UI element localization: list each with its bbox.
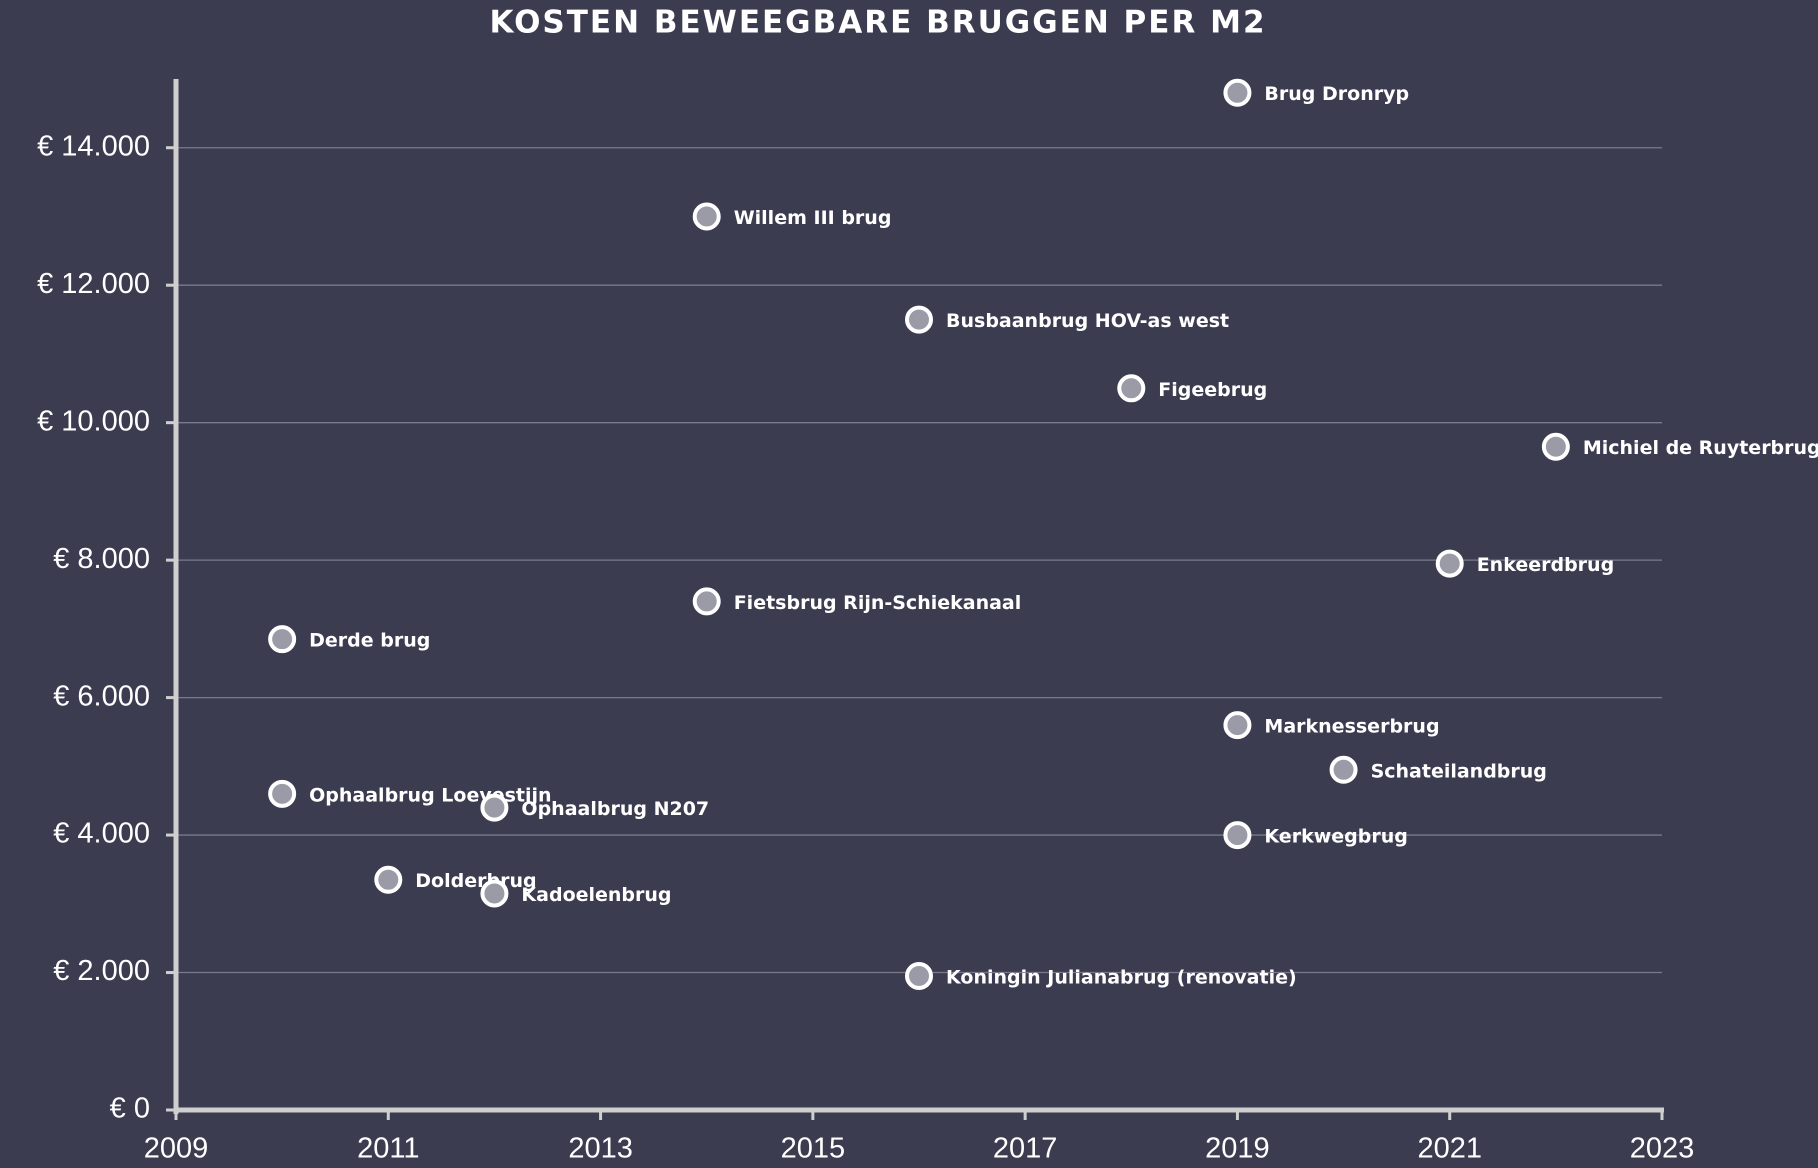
point xyxy=(1223,821,1252,850)
point xyxy=(1541,432,1570,461)
point xyxy=(1329,755,1358,784)
x-tick-label: 2013 xyxy=(568,1133,633,1165)
point xyxy=(1435,549,1464,578)
point-label: Busbaanbrug HOV-as west xyxy=(946,310,1229,332)
point-label: Enkeerdbrug xyxy=(1477,554,1614,576)
x-tick-label: 2011 xyxy=(357,1133,419,1165)
y-tick-label: € 2.000 xyxy=(53,955,150,987)
x-tick-label: 2023 xyxy=(1630,1133,1695,1165)
point-label: Ophaalbrug N207 xyxy=(521,798,709,820)
point xyxy=(480,793,509,822)
point xyxy=(905,305,933,334)
point-label: Koningin Julianabrug (renovatie) xyxy=(946,966,1297,988)
point-label: Brug Dronryp xyxy=(1264,83,1409,105)
point xyxy=(1223,78,1252,107)
chart-title: KOSTEN BEWEEGBARE BRUGGEN PER M2 xyxy=(489,5,1266,41)
x-tick-label: 2019 xyxy=(1205,1133,1270,1165)
point-label: Dolderbrug xyxy=(415,870,536,892)
y-tick-label: € 6.000 xyxy=(53,680,150,712)
point xyxy=(692,587,721,616)
point xyxy=(480,879,509,908)
y-tick-label: € 12.000 xyxy=(37,268,150,300)
point xyxy=(268,625,297,654)
y-tick-label: € 10.000 xyxy=(37,405,150,437)
x-tick-label: 2017 xyxy=(993,1133,1058,1165)
y-tick-label: € 0 xyxy=(110,1093,150,1125)
point-label: Willem III brug xyxy=(734,207,892,229)
point-label: Ophaalbrug Loevestijn xyxy=(309,784,551,806)
x-tick-label: 2021 xyxy=(1417,1133,1482,1165)
point-label: Figeebrug xyxy=(1158,379,1267,401)
point-label: Schateilandbrug xyxy=(1371,760,1547,782)
point-label: Kadoelenbrug xyxy=(521,884,671,906)
x-tick-label: 2015 xyxy=(781,1133,846,1165)
y-tick-label: € 8.000 xyxy=(53,543,150,575)
point-label: Kerkwegbrug xyxy=(1264,826,1407,848)
point xyxy=(374,865,403,894)
point-label: Derde brug xyxy=(309,630,430,652)
point xyxy=(1117,374,1146,403)
point xyxy=(1223,711,1252,740)
point xyxy=(268,779,297,808)
point xyxy=(692,202,721,231)
point-label: Fietsbrug Rijn-Schiekanaal xyxy=(734,592,1022,614)
y-tick-label: € 4.000 xyxy=(53,818,150,850)
x-tick-label: 2009 xyxy=(144,1133,209,1165)
point-label: Marknesserbrug xyxy=(1264,716,1439,738)
y-tick-label: € 14.000 xyxy=(37,130,150,162)
point-label: Michiel de Ruyterbrug xyxy=(1583,437,1818,459)
point xyxy=(905,961,933,990)
